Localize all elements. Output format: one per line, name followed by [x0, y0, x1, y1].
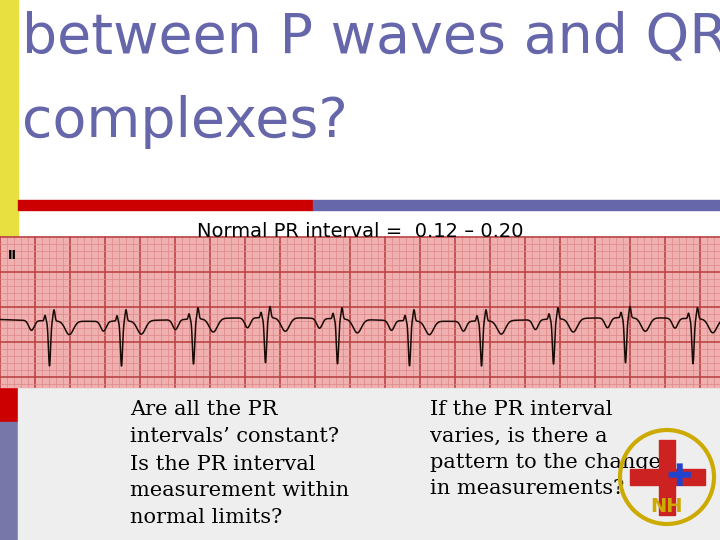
Bar — [0, 237, 720, 387]
Bar — [659, 440, 675, 515]
Text: NH: NH — [651, 497, 683, 516]
Bar — [18, 387, 720, 540]
Text: complexes?: complexes? — [22, 95, 348, 149]
Text: Normal PR interval =  0.12 – 0.20: Normal PR interval = 0.12 – 0.20 — [197, 222, 523, 241]
Bar — [630, 469, 705, 485]
Text: Is the PR interval
measurement within
normal limits?: Is the PR interval measurement within no… — [130, 455, 349, 527]
Bar — [0, 422, 18, 540]
Text: II: II — [8, 249, 17, 262]
Text: Are all the PR
intervals’ constant?: Are all the PR intervals’ constant? — [130, 400, 339, 445]
Bar — [313, 200, 720, 210]
Bar — [18, 200, 313, 210]
Bar — [0, 237, 18, 422]
Bar — [0, 0, 18, 540]
Text: ✚: ✚ — [666, 462, 692, 491]
Text: between P waves and QRS: between P waves and QRS — [22, 10, 720, 64]
Text: If the PR interval
varies, is there a
pattern to the change
in measurements?: If the PR interval varies, is there a pa… — [430, 400, 661, 498]
